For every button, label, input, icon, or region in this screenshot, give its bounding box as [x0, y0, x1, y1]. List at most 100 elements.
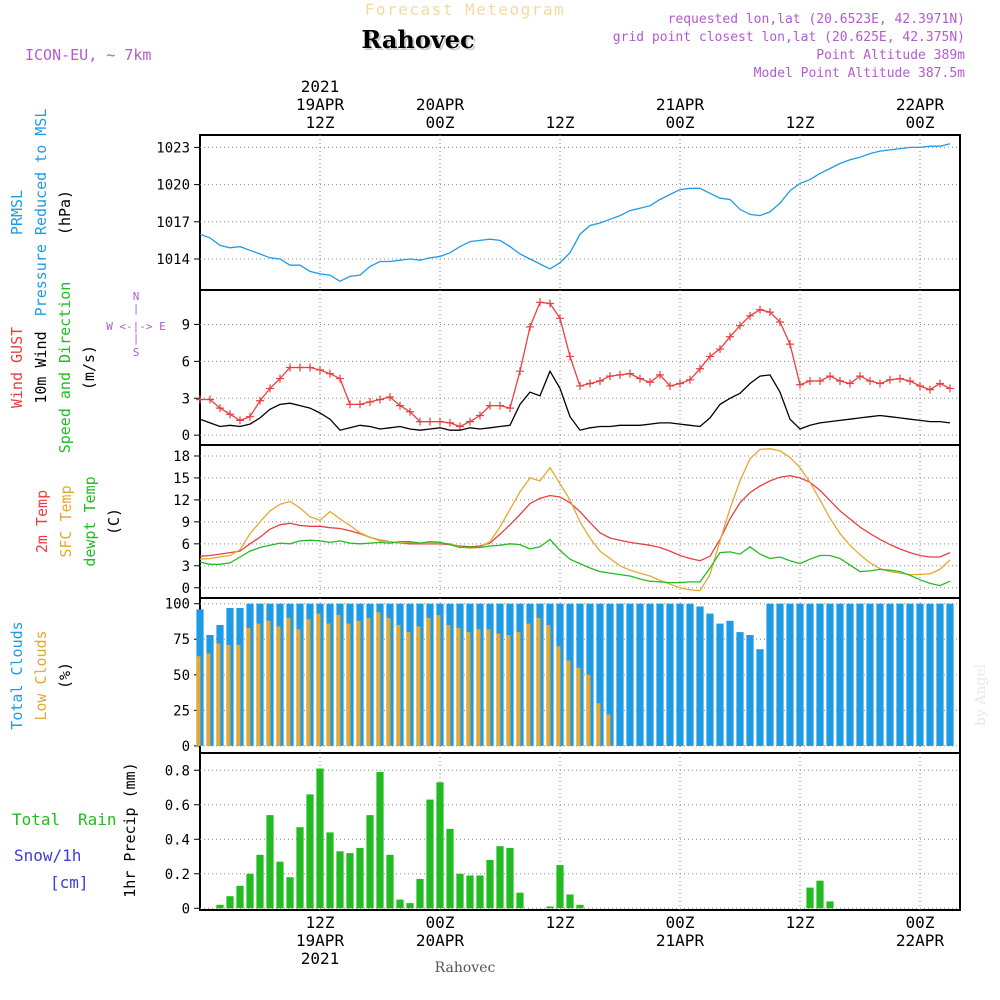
precipitation-bar — [346, 853, 354, 909]
panel-label: SFC Temp — [57, 485, 75, 557]
clouds-bar — [576, 667, 581, 746]
precipitation-ytick-label: 0.6 — [165, 798, 190, 814]
precipitation-ytick-label: 0.4 — [165, 832, 190, 848]
gust-point — [196, 395, 204, 404]
clouds-bar — [406, 632, 411, 746]
gust-point — [876, 379, 884, 388]
precipitation-bar — [556, 865, 564, 909]
precip-total-label: Total — [12, 810, 60, 829]
precipitation-bar — [816, 880, 824, 909]
gust-point — [416, 417, 424, 426]
time-label-top: 21APR — [656, 95, 705, 114]
time-label-top: 12Z — [786, 113, 815, 132]
precipitation-bar — [826, 901, 834, 909]
clouds-bar — [706, 613, 714, 746]
time-label-top: 19APR — [296, 95, 345, 114]
pressure-frame — [199, 134, 961, 291]
time-label-bottom: 12Z — [786, 913, 815, 932]
gust-point — [646, 378, 654, 387]
clouds-bar — [226, 644, 231, 746]
panel-label: 10m Wind — [32, 331, 50, 403]
panel-label: Pressure Reduced to MSL — [32, 109, 50, 317]
temperature-ytick-label: 12 — [173, 493, 190, 509]
gust-point — [896, 374, 904, 383]
gust-point — [676, 379, 684, 388]
compass-we: W <-|-> E — [106, 320, 166, 333]
clouds-bar — [716, 623, 724, 746]
gust-point — [336, 374, 344, 383]
precipitation-ytick-label: 0.8 — [165, 763, 190, 779]
clouds-bar — [906, 603, 914, 746]
precip-cm-label: [cm] — [50, 873, 89, 892]
gust-point — [886, 375, 894, 384]
clouds-bar — [326, 623, 331, 746]
clouds-bar — [556, 646, 561, 746]
precipitation-bar — [406, 903, 414, 909]
precipitation-ytick-label: 0.2 — [165, 867, 190, 883]
clouds-bar — [866, 603, 874, 746]
clouds-bar — [886, 603, 894, 746]
clouds-bar — [486, 629, 491, 746]
watermark: by Angel — [973, 663, 989, 726]
temperature-ytick-label: 15 — [173, 471, 190, 487]
gust-point — [606, 372, 614, 381]
precipitation-bar — [516, 892, 524, 909]
footer-location: Rahovec — [435, 960, 496, 976]
precipitation-bar — [266, 815, 274, 909]
time-label-bottom: 12Z — [546, 913, 575, 932]
clouds-bar — [856, 603, 864, 746]
point-altitude: Point Altitude 389m — [816, 48, 965, 63]
gust-point — [466, 417, 474, 426]
precipitation-bar — [296, 827, 304, 909]
gust-point — [576, 381, 584, 390]
time-label-bottom: 12Z — [306, 913, 335, 932]
time-label-bottom: 00Z — [906, 913, 935, 932]
gust-point — [456, 422, 464, 431]
clouds-bar — [686, 603, 694, 746]
gust-point — [556, 314, 564, 323]
precipitation-bar — [326, 832, 334, 909]
temperature-ytick-label: 9 — [182, 515, 190, 531]
time-label-bottom: 2021 — [301, 949, 340, 968]
gust-point — [916, 381, 924, 390]
gust-point — [426, 417, 434, 426]
gust-point — [696, 364, 704, 373]
gust-point — [446, 418, 454, 427]
precipitation-bar — [456, 873, 464, 909]
gust-point — [776, 317, 784, 326]
clouds-bar — [946, 603, 954, 746]
clouds-bar — [346, 623, 351, 746]
gust-point — [616, 370, 624, 379]
gust-point — [536, 298, 544, 307]
time-label-bottom: 20APR — [416, 931, 465, 950]
gust-point — [746, 311, 754, 320]
precipitation-bar — [506, 847, 514, 909]
gust-point — [926, 385, 934, 394]
clouds-bar — [356, 620, 361, 746]
clouds-bar — [766, 603, 774, 746]
precipitation-panel: 0 0.2 0.4 0.6 0.8 — [165, 752, 961, 917]
plot-area: 1014 1017 1020 1023 0 3 6 9 0 3 6 9 12 15 18 0 25 50 75 100… — [156, 77, 961, 968]
clouds-bar — [396, 625, 401, 746]
precipitation-bar — [386, 854, 394, 909]
clouds-bar — [256, 623, 261, 746]
gust-point — [296, 363, 304, 372]
time-label-bottom: 21APR — [656, 931, 705, 950]
gust-point — [806, 377, 814, 386]
gust-point — [346, 400, 354, 409]
gust-point — [486, 401, 494, 410]
clouds-bar — [236, 644, 241, 746]
clouds-bar — [496, 633, 501, 746]
panel-label: 2m Temp — [33, 490, 51, 553]
time-label-bottom: 22APR — [896, 931, 945, 950]
gust-point — [706, 352, 714, 361]
gust-point — [226, 410, 234, 419]
temperature-panel: 0 3 6 9 12 15 18 — [173, 444, 961, 599]
time-label-top: 12Z — [546, 113, 575, 132]
gust-point — [786, 340, 794, 349]
gust-point — [526, 322, 534, 331]
gust-point — [506, 404, 514, 413]
clouds-bar — [776, 603, 784, 746]
compass-stem: | — [133, 302, 140, 315]
temperature-series-dewpt-temp — [199, 538, 951, 587]
